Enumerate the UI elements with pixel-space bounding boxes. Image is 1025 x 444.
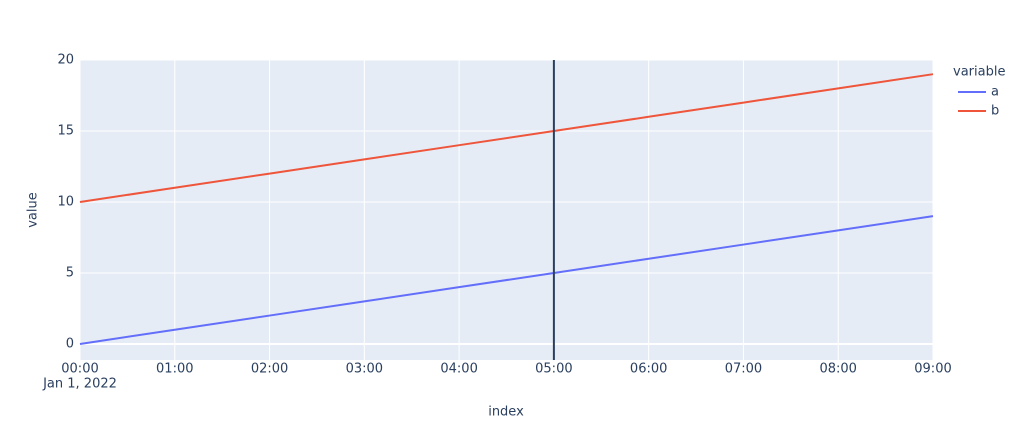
y-tick-label: 5 <box>66 265 74 280</box>
x-tick-label: 04:00 <box>440 362 477 377</box>
x-tick-label: 06:00 <box>630 362 667 377</box>
y-tick-label: 10 <box>57 194 74 209</box>
y-tick-label: 20 <box>57 53 74 68</box>
series-line <box>79 215 934 345</box>
plot-area <box>80 60 933 360</box>
x-tick-label: 07:00 <box>725 362 762 377</box>
x-tick-label: 09:00 <box>914 362 951 377</box>
x-tick-label: 01:00 <box>156 362 193 377</box>
y-tick-label: 0 <box>66 336 74 351</box>
x-tick-label: 02:00 <box>251 362 288 377</box>
x-tick-label: 03:00 <box>346 362 383 377</box>
x-tick-label: 05:00 <box>535 362 572 377</box>
y-axis-title: value <box>26 192 41 228</box>
legend-label: a <box>991 85 999 100</box>
x-date-label: Jan 1, 2022 <box>42 377 117 392</box>
y-tick-label: 15 <box>57 123 74 138</box>
x-tick-label: 08:00 <box>819 362 856 377</box>
x-tick-label: 00:00 <box>61 362 98 377</box>
legend-title: variable <box>953 65 1005 80</box>
series-line <box>79 73 934 203</box>
legend-label: b <box>991 104 999 119</box>
x-axis-title: index <box>488 405 524 420</box>
